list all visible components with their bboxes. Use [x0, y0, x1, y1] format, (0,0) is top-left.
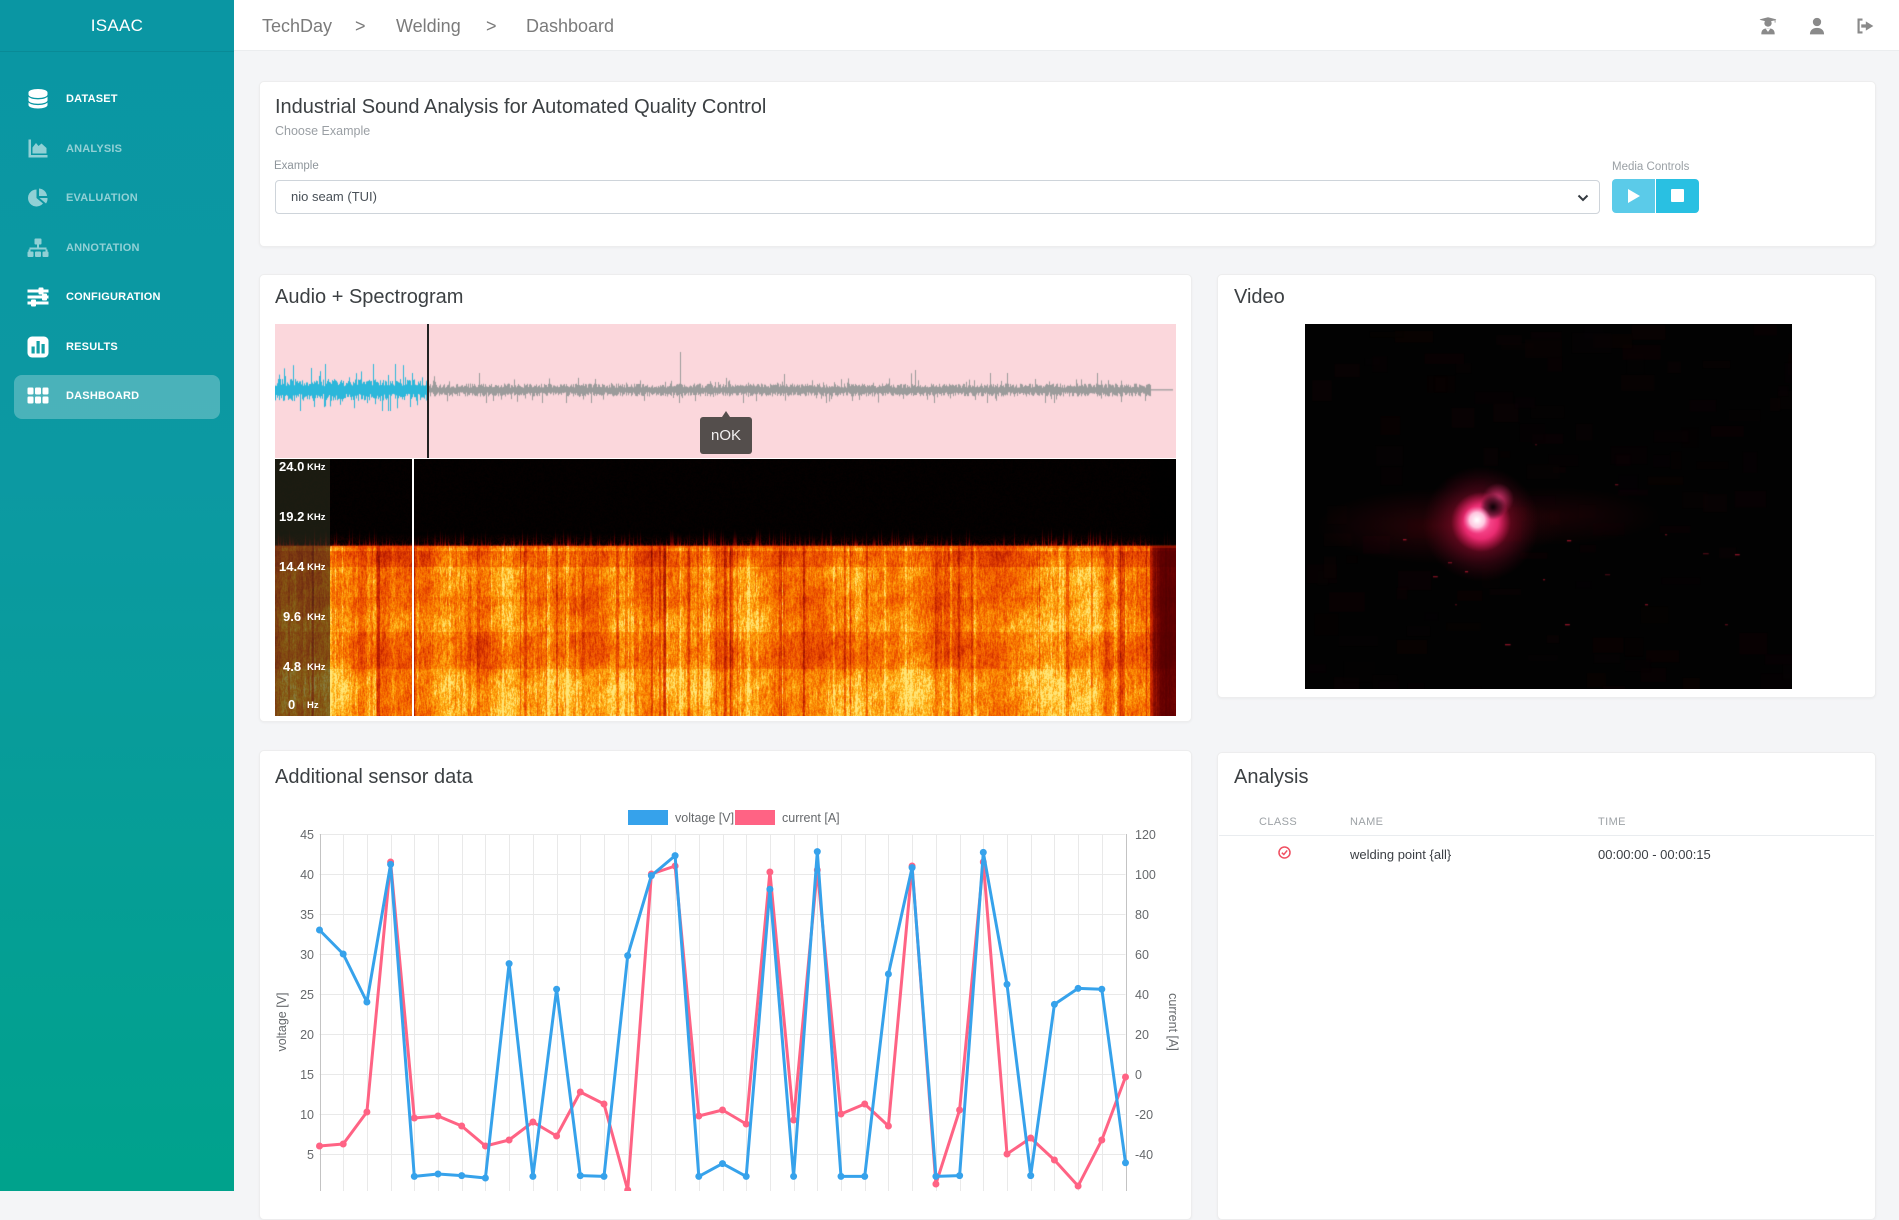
svg-text:20: 20 — [300, 1028, 314, 1042]
svg-text:60: 60 — [1135, 948, 1149, 962]
svg-text:current [A]: current [A] — [1166, 993, 1180, 1051]
svg-text:0: 0 — [1135, 1068, 1142, 1082]
svg-text:25: 25 — [300, 988, 314, 1002]
svg-text:voltage [V]: voltage [V] — [275, 992, 289, 1051]
svg-text:120: 120 — [1135, 828, 1156, 842]
svg-text:20: 20 — [1135, 1028, 1149, 1042]
svg-text:15: 15 — [300, 1068, 314, 1082]
svg-text:-20: -20 — [1135, 1108, 1153, 1122]
svg-text:10: 10 — [300, 1108, 314, 1122]
svg-text:40: 40 — [1135, 988, 1149, 1002]
svg-text:45: 45 — [300, 828, 314, 842]
svg-text:5: 5 — [307, 1148, 314, 1162]
svg-text:40: 40 — [300, 868, 314, 882]
svg-text:35: 35 — [300, 908, 314, 922]
svg-text:current [A]: current [A] — [782, 811, 840, 825]
svg-text:100: 100 — [1135, 868, 1156, 882]
svg-text:30: 30 — [300, 948, 314, 962]
svg-text:voltage [V]: voltage [V] — [675, 811, 734, 825]
svg-text:80: 80 — [1135, 908, 1149, 922]
svg-text:-40: -40 — [1135, 1148, 1153, 1162]
